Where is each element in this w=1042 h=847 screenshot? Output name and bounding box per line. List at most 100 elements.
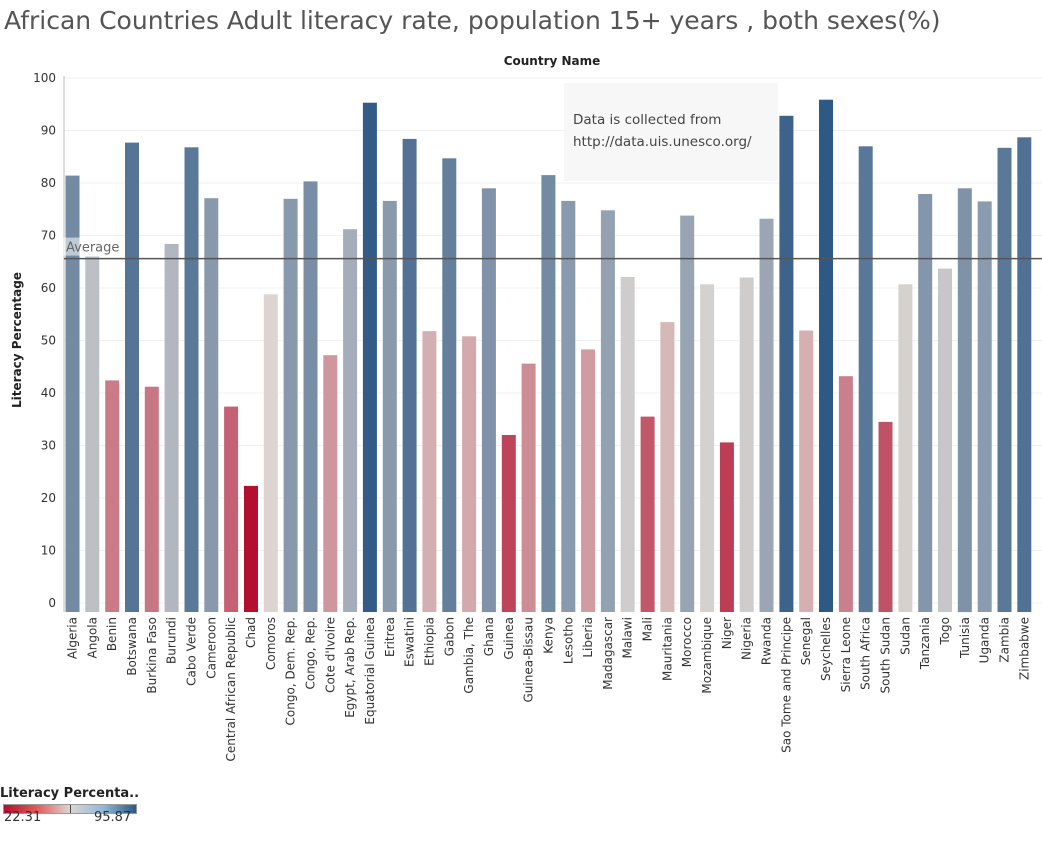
bar-zimbabwe[interactable]	[1017, 137, 1032, 613]
bar-egypt-arab-rep[interactable]	[343, 229, 358, 612]
x-category-label: Zambia	[998, 617, 1012, 663]
x-category-label: Tunisia	[958, 617, 972, 659]
bar-chad[interactable]	[244, 485, 258, 612]
legend-max-label: 95.87	[94, 810, 132, 825]
bar-burkina-faso[interactable]	[144, 386, 159, 612]
bar-comoros[interactable]	[263, 294, 278, 612]
y-tick-label: 10	[41, 544, 56, 558]
y-tick-label: 40	[41, 386, 56, 400]
bar-ethiopia[interactable]	[422, 331, 437, 612]
bar-south-africa[interactable]	[858, 146, 873, 613]
x-category-label: Chad	[244, 617, 258, 648]
bar-rwanda[interactable]	[759, 218, 774, 612]
x-category-label: Comoros	[264, 617, 278, 670]
y-tick-label: 100	[33, 71, 56, 85]
bar-lesotho[interactable]	[561, 200, 576, 612]
bar-benin[interactable]	[105, 380, 120, 612]
x-category-label: South Africa	[859, 617, 873, 690]
bar-kenya[interactable]	[541, 175, 556, 612]
x-category-label: Tanzania	[918, 617, 932, 670]
bar-gambia-the[interactable]	[462, 336, 477, 612]
bar-equatorial-guinea[interactable]	[362, 102, 377, 612]
bar-angola[interactable]	[85, 256, 100, 613]
x-category-label: Togo	[938, 617, 952, 646]
x-category-label: Gabon	[442, 617, 456, 656]
x-category-label: Madagascar	[601, 617, 615, 690]
y-tick-label: 70	[41, 229, 56, 243]
bar-guinea-bissau[interactable]	[521, 363, 536, 612]
bar-zambia[interactable]	[997, 147, 1012, 613]
y-axis-ticks: 0 10 20 30 40 50 60 70 80 90 100	[33, 71, 56, 610]
bar-algeria[interactable]	[65, 175, 80, 612]
bar-morocco[interactable]	[680, 215, 695, 612]
x-category-label: Mali	[641, 617, 655, 641]
bar-mali[interactable]	[640, 416, 655, 612]
bar-togo[interactable]	[938, 268, 952, 612]
x-category-label: Sierra Leone	[839, 617, 853, 692]
bar-sierra-leone[interactable]	[838, 376, 853, 612]
legend-midpoint-marker	[70, 805, 71, 813]
y-tick-label: 0	[48, 596, 56, 610]
bar-guinea[interactable]	[501, 435, 516, 612]
x-category-label: Eswatini	[403, 617, 417, 667]
x-category-label: Sudan	[898, 617, 912, 655]
bar-mozambique[interactable]	[700, 284, 715, 612]
bar-burundi[interactable]	[164, 243, 179, 612]
bar-cabo-verde[interactable]	[184, 147, 199, 613]
bar-nigeria[interactable]	[739, 277, 754, 613]
legend-min-label: 22.31	[4, 810, 42, 825]
x-category-label: Eritrea	[383, 617, 397, 657]
bar-uganda[interactable]	[977, 201, 992, 612]
average-label: Average	[66, 241, 119, 256]
data-source-annotation: Data is collected from http://data.uis.u…	[564, 83, 778, 181]
x-category-label: Equatorial Guinea	[363, 617, 377, 725]
bar-malawi[interactable]	[620, 277, 635, 612]
y-axis-title: Literacy Percentage	[10, 272, 24, 408]
x-category-label: Sao Tome and Principe	[779, 617, 793, 753]
y-tick-label: 20	[41, 491, 56, 505]
bar-central-african-republic[interactable]	[224, 406, 239, 612]
bars	[65, 99, 1032, 613]
x-category-label: Mauritania	[660, 617, 674, 681]
annotation-line-1: Data is collected from	[573, 112, 722, 128]
bar-congo-dem-rep[interactable]	[283, 198, 298, 613]
bar-madagascar[interactable]	[600, 210, 615, 613]
bar-congo-rep[interactable]	[303, 181, 318, 612]
color-legend: Literacy Percenta.. 22.31 95.87	[0, 786, 140, 825]
x-category-label: Zimbabwe	[1017, 617, 1031, 680]
bar-senegal[interactable]	[799, 330, 814, 613]
bar-liberia[interactable]	[581, 349, 596, 612]
bar-seychelles[interactable]	[819, 99, 833, 612]
x-category-label: Lesotho	[561, 617, 575, 664]
bar-niger[interactable]	[719, 442, 734, 612]
bar-botswana[interactable]	[125, 142, 139, 612]
x-category-label: Malawi	[621, 617, 635, 659]
bar-tanzania[interactable]	[918, 194, 933, 612]
bar-sao-tome-and-principe[interactable]	[779, 115, 794, 613]
x-category-label: Cameroon	[204, 617, 218, 679]
bar-gabon[interactable]	[442, 158, 457, 613]
bar-south-sudan[interactable]	[878, 421, 893, 612]
bar-cameroon[interactable]	[204, 198, 219, 612]
x-category-label: Burkina Faso	[145, 617, 159, 694]
x-category-label: Burundi	[165, 617, 179, 664]
bar-eswatini[interactable]	[402, 138, 417, 612]
bar-eritrea[interactable]	[382, 200, 397, 612]
y-tick-label: 90	[41, 124, 56, 138]
x-axis-category-labels: Algeria Angola Benin Botswana Burkina Faso Bu…	[66, 617, 1032, 762]
bar-cote-d-ivoire[interactable]	[323, 355, 338, 612]
legend-title: Literacy Percenta..	[0, 786, 140, 801]
bar-tunisia[interactable]	[957, 188, 972, 613]
x-category-label: South Sudan	[879, 617, 893, 694]
chart-title: African Countries Adult literacy rate, p…	[4, 6, 941, 35]
x-category-label: Botswana	[125, 617, 139, 676]
annotation-url: http://data.uis.unesco.org/	[573, 134, 752, 150]
bar-mauritania[interactable]	[660, 322, 675, 612]
y-tick-label: 50	[41, 334, 56, 348]
bar-sudan[interactable]	[898, 284, 913, 612]
bar-ghana[interactable]	[481, 188, 496, 613]
x-category-label: Nigeria	[740, 617, 754, 660]
x-category-label: Algeria	[66, 617, 80, 659]
x-category-label: Congo, Rep.	[304, 617, 318, 690]
